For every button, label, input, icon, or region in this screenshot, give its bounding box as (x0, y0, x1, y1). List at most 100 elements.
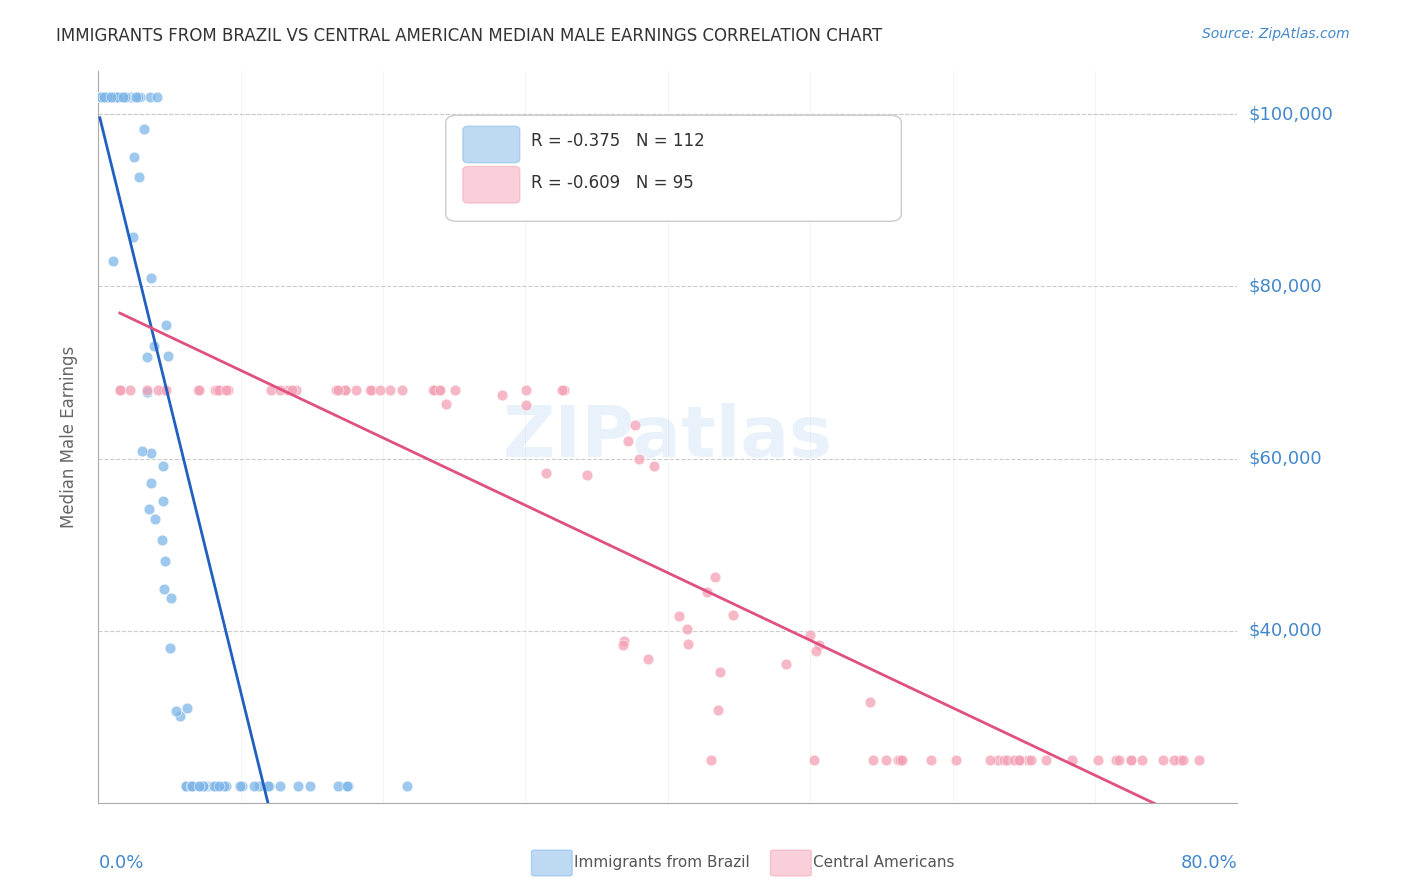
Point (1008, 753, 1031, 767)
Point (889, 753, 911, 767)
Point (187, 779, 209, 793)
Point (1163, 753, 1185, 767)
Point (132, 122, 155, 136)
Point (859, 695, 882, 709)
Point (169, 709, 191, 723)
Point (299, 779, 322, 793)
Point (1010, 753, 1032, 767)
Point (152, 493, 174, 508)
Point (93, 90, 115, 104)
Point (101, 90, 124, 104)
Point (676, 637, 699, 651)
Point (91, 90, 114, 104)
Point (325, 383, 347, 397)
Point (197, 779, 219, 793)
Point (193, 779, 215, 793)
Point (945, 753, 967, 767)
Point (202, 779, 225, 793)
Point (146, 90, 169, 104)
Point (114, 90, 136, 104)
Point (125, 90, 148, 104)
Point (891, 753, 914, 767)
Point (335, 383, 357, 397)
Point (212, 779, 235, 793)
Point (101, 90, 124, 104)
Point (1060, 753, 1083, 767)
Point (155, 383, 177, 397)
Text: R = -0.375   N = 112: R = -0.375 N = 112 (531, 132, 704, 150)
Point (205, 383, 228, 397)
Point (96, 90, 118, 104)
Point (360, 383, 382, 397)
Point (285, 383, 308, 397)
Point (643, 458, 665, 473)
Point (269, 383, 291, 397)
Point (612, 638, 634, 652)
Point (193, 779, 215, 793)
Point (97, 90, 120, 104)
Point (100, 90, 122, 104)
Point (775, 657, 797, 672)
Point (617, 434, 640, 448)
Point (429, 383, 451, 397)
Point (1019, 753, 1042, 767)
Point (90, 90, 112, 104)
Point (193, 779, 215, 793)
Point (920, 753, 942, 767)
Point (105, 90, 128, 104)
Point (114, 90, 136, 104)
Point (1035, 753, 1057, 767)
Point (721, 608, 744, 623)
Point (104, 90, 127, 104)
Point (395, 779, 418, 793)
Point (108, 90, 131, 104)
Point (103, 90, 125, 104)
Point (150, 533, 173, 548)
Point (153, 383, 176, 397)
Point (257, 779, 280, 793)
Point (1119, 753, 1142, 767)
Point (628, 451, 651, 466)
Point (613, 633, 636, 648)
Point (1168, 753, 1191, 767)
Point (159, 591, 181, 606)
Point (1007, 753, 1029, 767)
Point (217, 383, 239, 397)
Text: $80,000: $80,000 (1249, 277, 1322, 295)
Point (1105, 753, 1128, 767)
Point (1087, 753, 1109, 767)
Text: $100,000: $100,000 (1249, 105, 1333, 123)
Point (127, 90, 149, 104)
Point (280, 383, 302, 397)
Point (143, 339, 166, 353)
Point (112, 90, 135, 104)
Point (89, 90, 111, 104)
FancyBboxPatch shape (446, 115, 901, 221)
Point (553, 383, 575, 397)
Point (122, 229, 145, 244)
Point (96, 90, 118, 104)
Point (1008, 753, 1031, 767)
Point (359, 383, 381, 397)
Point (156, 349, 179, 363)
Point (204, 383, 226, 397)
Point (122, 150, 145, 164)
Point (100, 90, 122, 104)
Text: Source: ZipAtlas.com: Source: ZipAtlas.com (1202, 27, 1350, 41)
Point (336, 779, 359, 793)
Point (378, 383, 401, 397)
Point (115, 90, 138, 104)
Point (103, 90, 125, 104)
Point (139, 475, 162, 490)
Point (709, 665, 731, 679)
Point (875, 753, 897, 767)
Point (153, 554, 176, 568)
Point (90, 90, 112, 104)
Point (188, 779, 211, 793)
Point (90, 90, 112, 104)
Text: Central Americans: Central Americans (813, 855, 955, 870)
Point (188, 383, 211, 397)
Point (344, 383, 367, 397)
Point (979, 753, 1001, 767)
Point (90, 90, 112, 104)
